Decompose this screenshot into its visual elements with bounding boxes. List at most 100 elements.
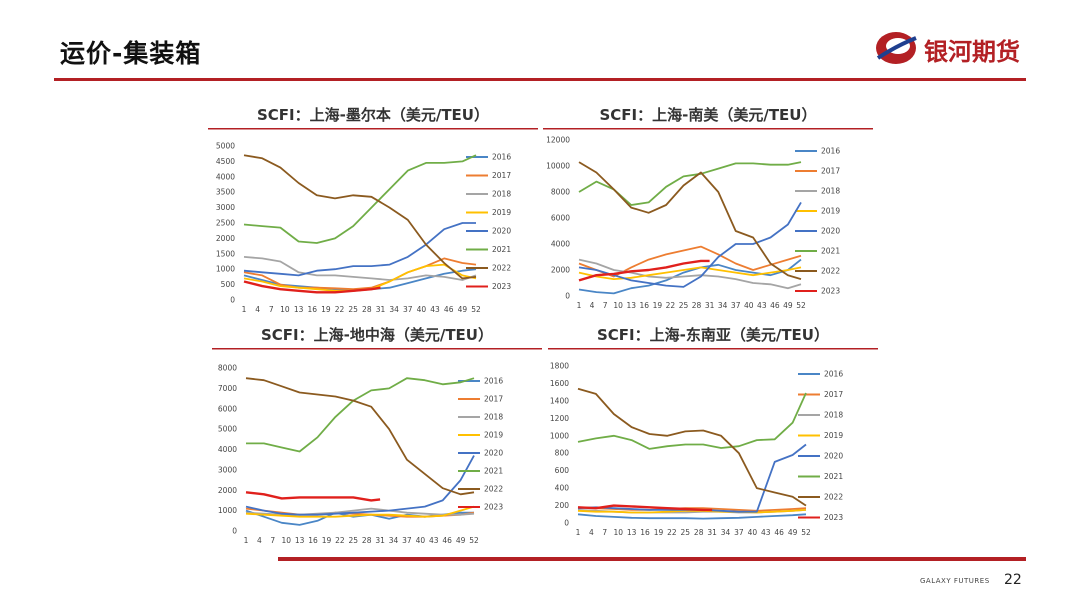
- series-line-2021: [577, 392, 807, 450]
- x-tick-label: 43: [429, 536, 439, 545]
- series-line-2022: [578, 161, 802, 280]
- x-tick-label: 19: [653, 301, 663, 310]
- legend-label-2018: 2018: [492, 190, 511, 199]
- x-tick-label: 16: [640, 301, 650, 310]
- x-tick-label: 40: [748, 528, 758, 537]
- legend-label-2017: 2017: [492, 171, 511, 180]
- legend-label-2020: 2020: [821, 227, 840, 236]
- x-tick-label: 40: [416, 536, 426, 545]
- y-tick-label: 8000: [218, 364, 237, 373]
- x-tick-label: 31: [376, 305, 386, 314]
- x-tick-label: 28: [694, 528, 704, 537]
- y-tick-label: 10000: [546, 162, 570, 171]
- y-tick-label: 1000: [216, 265, 235, 274]
- legend-label-2018: 2018: [821, 187, 840, 196]
- y-tick-label: 6000: [218, 404, 237, 413]
- y-tick-label: 1400: [550, 396, 569, 405]
- y-tick-label: 800: [555, 449, 570, 458]
- legend-label-2020: 2020: [492, 227, 511, 236]
- y-tick-label: 2000: [216, 234, 235, 243]
- x-tick-label: 16: [640, 528, 650, 537]
- y-tick-label: 3000: [218, 465, 237, 474]
- series-line-2019: [245, 505, 475, 518]
- legend-label-2022: 2022: [484, 485, 503, 494]
- y-tick-label: 1000: [218, 506, 237, 515]
- legend-label-2023: 2023: [824, 513, 843, 522]
- chart-title-rule: [543, 128, 873, 130]
- chart-title-rule: [212, 348, 542, 350]
- legend-label-2019: 2019: [492, 208, 511, 217]
- x-tick-label: 52: [469, 536, 479, 545]
- y-tick-label: 4000: [551, 240, 570, 249]
- y-tick-label: 3500: [216, 188, 235, 197]
- x-tick-label: 4: [255, 305, 260, 314]
- series-line-2023: [245, 491, 381, 502]
- x-tick-label: 43: [430, 305, 440, 314]
- series-line-2022: [243, 154, 477, 280]
- x-tick-label: 10: [613, 528, 623, 537]
- x-tick-label: 46: [442, 536, 452, 545]
- legend-label-2020: 2020: [824, 452, 843, 461]
- x-tick-label: 28: [362, 305, 372, 314]
- x-tick-label: 16: [308, 536, 318, 545]
- legend-label-2016: 2016: [821, 147, 840, 156]
- x-tick-label: 10: [281, 536, 291, 545]
- x-tick-label: 40: [417, 305, 427, 314]
- x-tick-label: 7: [269, 305, 274, 314]
- series-line-2020: [578, 201, 802, 288]
- x-tick-label: 10: [280, 305, 290, 314]
- x-tick-label: 52: [801, 528, 811, 537]
- legend-label-2021: 2021: [492, 245, 511, 254]
- y-tick-label: 4000: [218, 445, 237, 454]
- y-tick-label: 1600: [550, 379, 569, 388]
- series-line-2018: [243, 256, 477, 281]
- x-tick-label: 43: [761, 528, 771, 537]
- x-tick-label: 22: [667, 528, 677, 537]
- chart-south-america: SCFI：上海-南美（美元/TEU） 0 2000 4000 6000 8000 10000…: [543, 106, 873, 310]
- legend-label-2017: 2017: [484, 395, 503, 404]
- y-tick-label: 200: [555, 501, 570, 510]
- legend-label-2016: 2016: [824, 370, 843, 379]
- chart-southeast-asia: SCFI：上海-东南亚（美元/TEU） 0 200 400 600 800 1000 1200…: [548, 326, 878, 537]
- chart-title-rule: [208, 128, 538, 130]
- series-line-2023: [578, 259, 710, 282]
- series-line-2019: [577, 509, 807, 514]
- legend-label-2018: 2018: [824, 411, 843, 420]
- y-tick-label: 0: [565, 292, 570, 301]
- series-line-2021: [243, 154, 477, 244]
- series-line-2019: [578, 266, 802, 281]
- x-tick-label: 4: [590, 301, 595, 310]
- x-tick-label: 52: [471, 305, 481, 314]
- y-tick-label: 5000: [218, 425, 237, 434]
- galaxy-logo-icon: [876, 32, 917, 64]
- chart-title-rule: [548, 348, 878, 350]
- legend-label-2022: 2022: [821, 267, 840, 276]
- footer-brand: GALAXY FUTURES: [920, 577, 990, 585]
- legend-label-2021: 2021: [484, 467, 503, 476]
- x-tick-label: 37: [734, 528, 744, 537]
- y-tick-label: 12000: [546, 136, 570, 145]
- x-tick-label: 28: [692, 301, 702, 310]
- legend-label-2017: 2017: [824, 390, 843, 399]
- page-number: 22: [1004, 572, 1022, 588]
- series-line-2016: [578, 258, 802, 295]
- series-line-2020: [577, 443, 807, 513]
- x-tick-label: 7: [602, 528, 607, 537]
- x-tick-label: 37: [403, 305, 413, 314]
- x-tick-label: 34: [389, 305, 399, 314]
- series-line-2017: [578, 245, 802, 278]
- legend-label-2023: 2023: [484, 503, 503, 512]
- x-tick-label: 19: [322, 536, 332, 545]
- x-tick-label: 25: [679, 301, 689, 310]
- x-tick-label: 37: [731, 301, 741, 310]
- series-line-2016: [243, 268, 477, 292]
- y-tick-label: 1500: [216, 249, 235, 258]
- x-tick-label: 37: [402, 536, 412, 545]
- y-tick-label: 1200: [550, 414, 569, 423]
- x-tick-label: 49: [458, 305, 468, 314]
- legend-label-2017: 2017: [821, 167, 840, 176]
- x-tick-label: 43: [757, 301, 767, 310]
- x-tick-label: 46: [774, 528, 784, 537]
- x-tick-label: 34: [721, 528, 731, 537]
- x-tick-label: 34: [718, 301, 728, 310]
